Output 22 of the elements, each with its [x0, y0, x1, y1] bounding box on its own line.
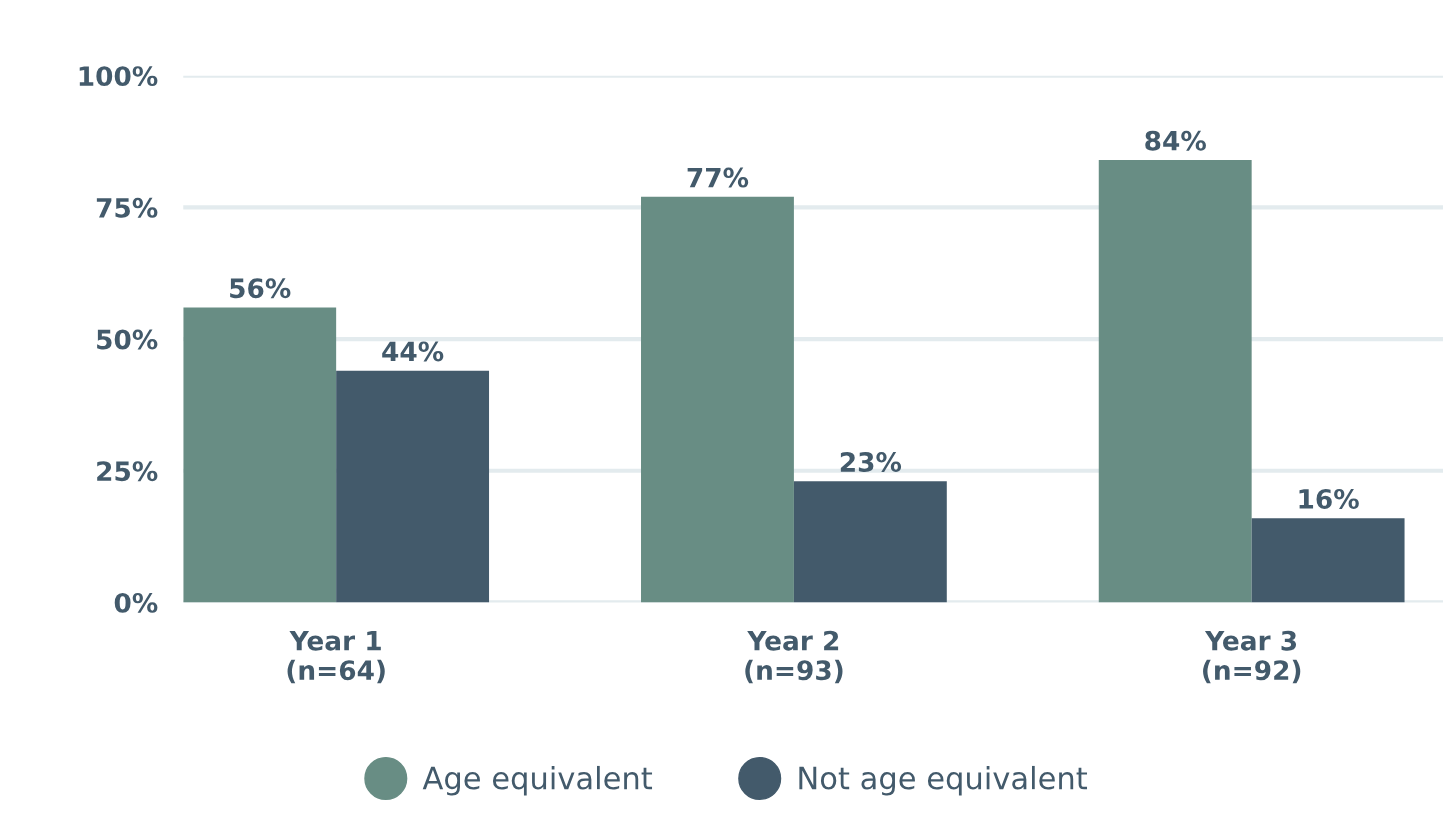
y-tick-label: 0%: [114, 592, 158, 613]
bar: [183, 307, 337, 603]
y-tick-label: 25%: [97, 461, 158, 482]
x-tick-label: Year 1 (n=64): [287, 631, 385, 684]
bar: [1098, 159, 1252, 603]
bar: [336, 370, 490, 603]
bar: [641, 196, 794, 603]
x-tick-label: Year 3 (n=92): [1203, 630, 1301, 684]
y-tick-label: 75%: [96, 197, 158, 218]
y-tick-label: 50%: [97, 329, 158, 350]
legend-label: Age equivalent: [422, 765, 653, 796]
x-tick-label: Year 2 (n=93): [745, 630, 843, 684]
text: 84%: [1145, 130, 1206, 151]
text: 44%: [382, 341, 444, 362]
text: 56%: [230, 278, 291, 299]
y-tick-label: 100%: [79, 66, 158, 87]
bar: [1251, 518, 1405, 603]
bar: [793, 481, 947, 603]
text: 77%: [687, 167, 749, 188]
legend-label: Not age equivalent: [799, 765, 1088, 796]
text: 16%: [1299, 488, 1359, 509]
text: 23%: [840, 452, 902, 473]
